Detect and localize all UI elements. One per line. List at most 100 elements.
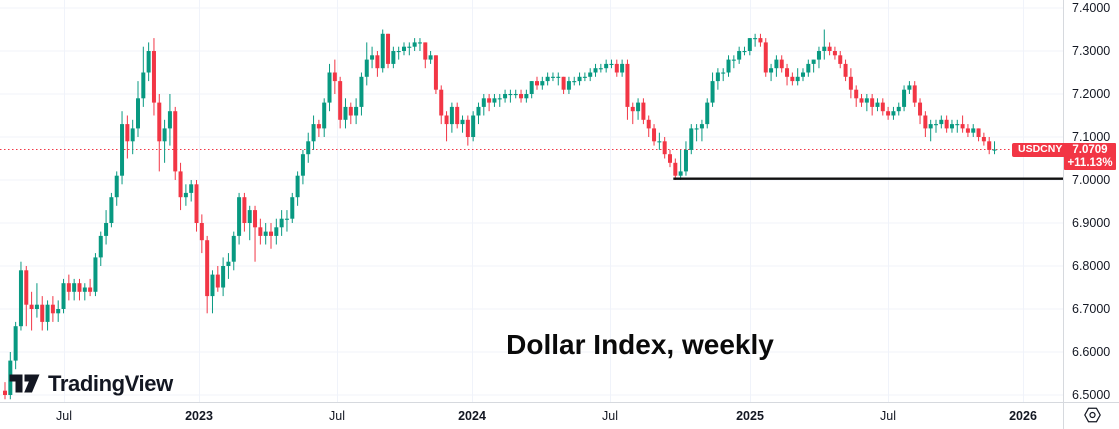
candle (753, 33, 758, 47)
candle (699, 119, 704, 142)
candle (327, 63, 332, 112)
gear-icon (1083, 407, 1101, 423)
candle (109, 192, 114, 228)
price-axis[interactable]: 7.4000 7.3000 7.2000 7.1000 7.0000 6.9000 6.80… (1063, 0, 1119, 402)
candle (433, 55, 438, 94)
candle (763, 38, 768, 77)
candle (359, 72, 364, 116)
candle (816, 46, 821, 69)
time-axis-label: 2026 (1009, 409, 1037, 423)
candle (774, 55, 779, 77)
candle (503, 89, 508, 103)
grid-lines (0, 0, 1063, 402)
candle (465, 115, 470, 146)
candle (141, 46, 146, 107)
candle (838, 51, 843, 69)
candle (934, 119, 938, 133)
candle (646, 115, 651, 137)
candle (880, 98, 885, 116)
candle (167, 94, 172, 146)
candle (237, 192, 242, 245)
candle (513, 89, 518, 99)
candle (981, 132, 986, 146)
chart-settings-button[interactable] (1081, 405, 1103, 425)
candle (50, 296, 55, 322)
candle (221, 257, 226, 297)
candle (311, 115, 316, 150)
candle (912, 81, 917, 107)
candlestick-chart-canvas[interactable] (0, 0, 1063, 402)
candle (258, 218, 263, 245)
price-axis-label: 6.7000 (1072, 301, 1111, 316)
tradingview-logo[interactable]: TradingView (9, 371, 173, 397)
candle (875, 98, 880, 112)
candle (306, 132, 311, 163)
candle (242, 192, 247, 232)
candle (3, 382, 7, 400)
candle (417, 38, 422, 51)
candle (253, 205, 258, 262)
candle (354, 98, 359, 125)
candle (199, 214, 204, 254)
time-axis-label: 2023 (185, 409, 213, 423)
candle (535, 76, 539, 90)
candle (316, 119, 321, 137)
candle (162, 119, 167, 163)
price-axis-label: 7.2000 (1072, 86, 1111, 101)
candle (843, 59, 848, 82)
candle (322, 98, 327, 137)
candle (737, 46, 742, 64)
candle (747, 38, 752, 56)
candle (758, 33, 763, 47)
candle (822, 29, 827, 60)
candle (742, 46, 747, 56)
candle (364, 42, 369, 86)
candle (694, 124, 699, 142)
candle (705, 98, 710, 129)
candle (487, 94, 492, 112)
candle (332, 59, 337, 94)
candle (460, 115, 465, 133)
candle (593, 63, 598, 77)
candle (992, 141, 997, 155)
candle (673, 158, 678, 180)
candle (274, 218, 279, 245)
candle (598, 63, 603, 73)
candle (668, 149, 672, 168)
candle (529, 81, 534, 99)
candle (492, 94, 497, 107)
candle (625, 59, 630, 120)
candle (380, 29, 385, 73)
time-axis[interactable]: Jul 2023 Jul 2024 Jul 2025 Jul 2026 (0, 402, 1119, 429)
candle (566, 76, 571, 94)
candle (918, 98, 923, 125)
candle (45, 300, 50, 331)
candle (29, 291, 34, 331)
candle (343, 98, 348, 129)
candle (247, 205, 252, 241)
candle (88, 278, 93, 297)
candle (125, 115, 130, 159)
candle (151, 38, 156, 116)
candle (391, 46, 396, 69)
tradingview-logo-text: TradingView (48, 371, 173, 396)
candle (806, 59, 811, 77)
time-axis-label: Jul (56, 409, 72, 423)
symbol-price-tag: USDCNY (1012, 142, 1069, 157)
candle (678, 149, 683, 180)
candle (769, 63, 774, 82)
price-axis-label: 6.9000 (1072, 215, 1111, 230)
candle (189, 180, 194, 202)
candle (811, 59, 816, 73)
candle (508, 89, 513, 103)
candle (194, 180, 199, 232)
time-axis-label: 2025 (736, 409, 764, 423)
candle (630, 102, 635, 125)
candle (423, 42, 428, 69)
time-axis-label: Jul (329, 409, 345, 423)
candle (402, 42, 406, 56)
candle (295, 171, 300, 206)
candle (205, 235, 210, 314)
candle (98, 231, 103, 266)
